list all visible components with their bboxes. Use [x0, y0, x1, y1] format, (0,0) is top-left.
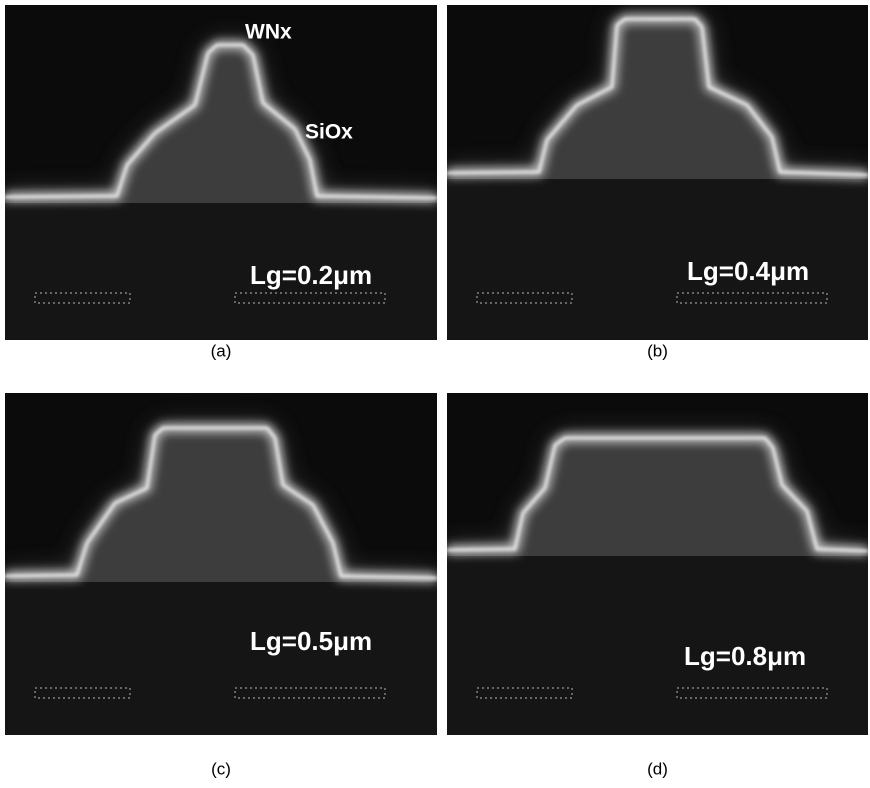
edge: [447, 436, 868, 553]
scale-bar-text: [234, 687, 386, 699]
scale-bar-text: [676, 687, 828, 699]
edge: [5, 43, 437, 200]
material-annotation: SiOx: [305, 121, 353, 144]
scale-bar-text: [476, 687, 573, 699]
sem-image: Lg=0.4μm: [447, 5, 868, 340]
material-annotation: WNx: [245, 21, 292, 44]
scale-bar-text: [234, 292, 386, 304]
sem-panel: Lg=0.4μm: [447, 5, 868, 340]
sem-image: Lg=0.5μm: [5, 393, 437, 735]
gate-length-label: Lg=0.4μm: [687, 256, 809, 286]
panel-caption: (d): [647, 759, 668, 778]
gate-length-label: Lg=0.2μm: [250, 260, 372, 290]
substrate-shade: [5, 203, 437, 340]
edge: [447, 17, 868, 177]
panel-caption: (c): [211, 759, 231, 778]
gate-length-label: Lg=0.5μm: [250, 626, 372, 656]
panel-caption: (a): [211, 341, 232, 360]
sem-panel: Lg=0.2μm WNx SiOx: [5, 5, 437, 340]
panel-caption: (b): [647, 341, 668, 360]
scale-bar-text: [476, 292, 573, 304]
edge: [5, 426, 437, 580]
substrate-shade: [447, 556, 868, 735]
substrate-shade: [5, 582, 437, 735]
sem-panel: Lg=0.8μm: [447, 393, 868, 735]
scale-bar-text: [34, 687, 131, 699]
sem-panel: Lg=0.5μm: [5, 393, 437, 735]
substrate-shade: [447, 179, 868, 340]
sem-image: Lg=0.2μm WNx SiOx: [5, 5, 437, 340]
scale-bar-text: [676, 292, 828, 304]
scale-bar-text: [34, 292, 131, 304]
gate-length-label: Lg=0.8μm: [684, 641, 806, 671]
sem-image: Lg=0.8μm: [447, 393, 868, 735]
